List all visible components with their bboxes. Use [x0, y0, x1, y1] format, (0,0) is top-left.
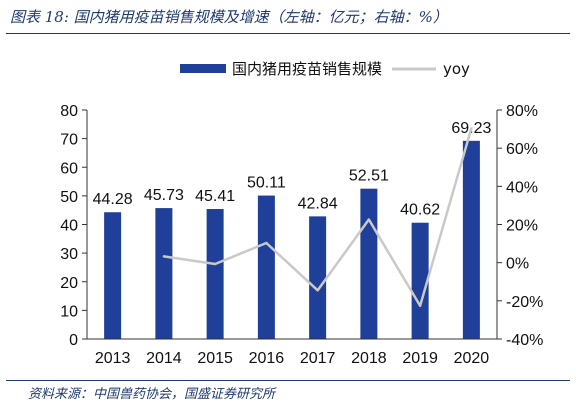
yoy-point [418, 304, 422, 307]
bar [155, 208, 173, 339]
x-tick-label: 2017 [300, 350, 336, 367]
yoy-point [367, 218, 371, 221]
left-tick-label: 20 [60, 275, 78, 292]
x-tick-label: 2013 [95, 350, 131, 367]
left-tick-label: 10 [60, 303, 78, 320]
legend-line-label: yoy [443, 60, 470, 78]
bar [462, 140, 480, 339]
legend-bar-label: 国内猪用疫苗销售规模 [232, 60, 382, 78]
right-tick-label: 0% [506, 256, 529, 273]
yoy-point [162, 255, 166, 258]
source-rule [6, 380, 570, 381]
bar [104, 212, 122, 339]
yoy-line-series [162, 127, 473, 308]
bar-value-label: 45.41 [195, 188, 235, 205]
legend: 国内猪用疫苗销售规模 yoy [180, 60, 470, 78]
left-tick-label: 0 [69, 332, 78, 349]
yoy-point [213, 262, 217, 266]
right-tick-label: -40% [506, 332, 543, 349]
bar [257, 195, 275, 339]
x-tick-label: 2016 [249, 350, 285, 367]
bar [309, 216, 327, 339]
left-tick-label: 30 [60, 246, 78, 263]
right-tick-label: -20% [506, 294, 543, 311]
x-tick-label: 2018 [351, 350, 387, 367]
bar-value-label: 52.51 [349, 168, 389, 185]
bar-value-label: 50.11 [247, 175, 286, 192]
bar [411, 222, 429, 339]
legend-bar-swatch [180, 64, 226, 73]
left-tick-label: 70 [60, 132, 78, 149]
bar-value-label: 45.73 [144, 187, 184, 204]
bar [360, 188, 378, 339]
yoy-point [265, 241, 268, 245]
yoy-point [316, 289, 319, 292]
x-tick-label: 2019 [402, 350, 438, 367]
bar-value-label: 40.62 [400, 202, 440, 219]
axes: 0 10 20 30 40 50 60 70 80 -40% -20% 0% 20% 40% 60% 80% 2… [60, 103, 543, 367]
bar [206, 209, 224, 339]
title-rule [6, 33, 570, 34]
x-tick-label: 2014 [146, 350, 182, 367]
x-tick-label: 2015 [197, 350, 233, 367]
left-tick-label: 40 [60, 218, 78, 235]
right-tick-label: 60% [506, 141, 538, 158]
right-tick-label: 40% [506, 179, 538, 196]
left-tick-label: 60 [60, 160, 78, 177]
right-tick-label: 80% [506, 103, 538, 120]
left-tick-label: 50 [60, 189, 78, 206]
bar-value-label: 44.28 [93, 191, 133, 208]
source-note: 资料来源：中国兽药协会，国盛证券研究所 [28, 387, 276, 402]
left-tick-label: 80 [60, 103, 78, 120]
right-tick-label: 20% [506, 218, 538, 235]
bar-series [104, 140, 480, 339]
figure-title: 图表 18: 国内猪用疫苗销售规模及增速（左轴：亿元；右轴：%） [10, 8, 448, 26]
yoy-point [470, 127, 473, 130]
x-tick-label: 2020 [454, 350, 490, 367]
bar-value-label: 42.84 [298, 195, 338, 212]
